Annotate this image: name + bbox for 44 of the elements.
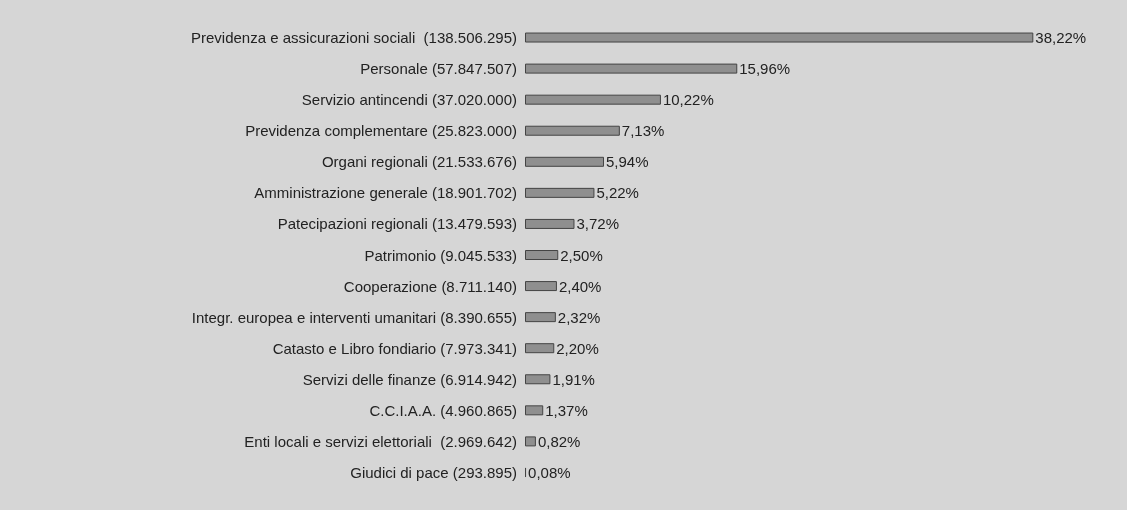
bar (525, 312, 556, 323)
data-label: 10,22% (662, 91, 714, 109)
bar (525, 405, 544, 416)
y-tick-label: C.C.I.A.A. (4.960.865) (369, 401, 517, 419)
data-label: 15,96% (739, 60, 791, 78)
bar (525, 218, 575, 229)
data-label: 5,22% (596, 184, 639, 202)
bar (525, 156, 604, 167)
bar (525, 281, 557, 292)
y-tick-label: Organi regionali (21.533.676) (321, 153, 517, 171)
y-tick-label: Giudici di pace (293.895) (350, 463, 517, 481)
bar (525, 94, 661, 105)
y-tick-label: Servizi delle finanze (6.914.942) (302, 370, 517, 388)
bar (525, 187, 595, 198)
y-tick-label: Enti locali e servizi elettoriali (2.969.642) (244, 432, 517, 450)
y-tick-label: Previdenza e assicurazioni sociali (138.506.295) (190, 29, 517, 47)
y-tick-label: Amministrazione generale (18.901.702) (254, 184, 517, 202)
data-label: 1,37% (545, 401, 588, 419)
bar (525, 343, 555, 354)
bar (525, 32, 1034, 43)
data-label: 2,20% (556, 339, 599, 357)
data-label: 2,32% (557, 308, 601, 326)
data-label: 0,08% (528, 463, 571, 481)
data-label: 3,72% (576, 215, 620, 233)
y-tick-label: Integr. europea e interventi umanitari (8.390.655) (191, 308, 517, 326)
bar (525, 250, 559, 260)
y-tick-label: Previdenza complementare (25.823.000) (245, 122, 517, 140)
data-label: 5,94% (606, 153, 649, 171)
bar (525, 63, 738, 74)
bar (525, 374, 551, 385)
y-tick-label: Personale (57.847.507) (360, 60, 517, 78)
y-tick-label: Patrimonio (9.045.533) (364, 246, 517, 264)
data-label: 38,22% (1035, 29, 1087, 47)
y-tick-label: Catasto e Libro fondiario (7.973.341) (272, 339, 517, 357)
data-label: 7,13% (621, 122, 665, 140)
y-tick-label: Patecipazioni regionali (13.479.593) (277, 215, 517, 233)
data-label: 0,82% (537, 432, 581, 450)
data-label: 2,40% (558, 277, 602, 295)
data-label: 1,91% (552, 370, 595, 388)
data-label: 2,50% (560, 246, 603, 264)
bar (525, 436, 536, 447)
y-tick-label: Cooperazione (8.711.140) (343, 277, 517, 295)
bar (525, 125, 620, 136)
y-tick-label: Servizio antincendi (37.020.000) (301, 91, 517, 109)
